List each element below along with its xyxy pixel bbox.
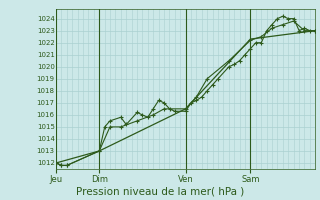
Text: Pression niveau de la mer( hPa ): Pression niveau de la mer( hPa ) xyxy=(76,186,244,196)
